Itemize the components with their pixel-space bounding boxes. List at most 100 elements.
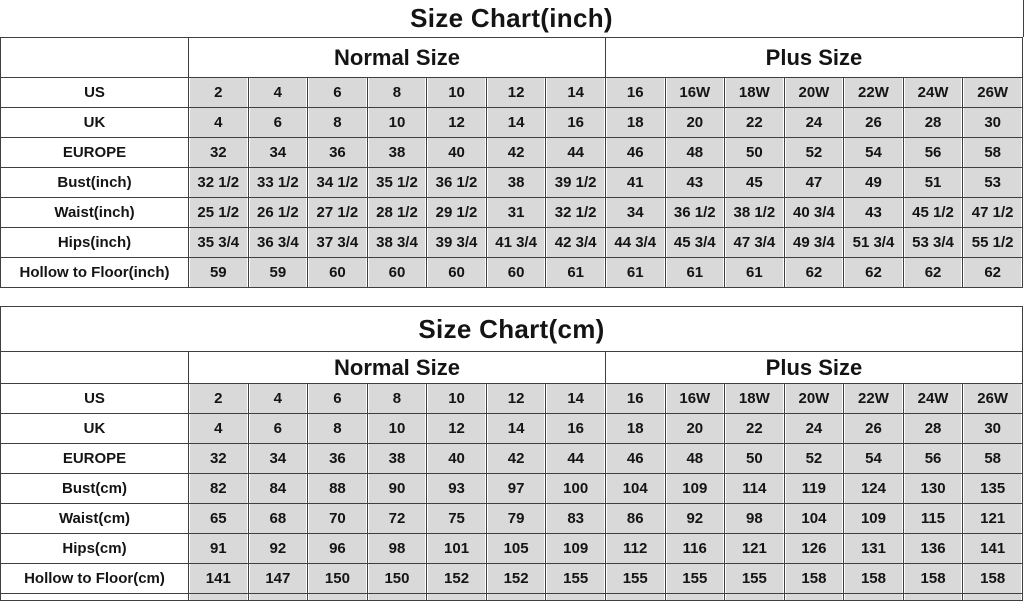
size-cell: 60 — [485, 257, 547, 288]
size-cell: 45 — [724, 167, 785, 198]
size-cell: 61 — [664, 257, 726, 288]
size-cell: 4 — [247, 383, 309, 414]
size-cell: 30 — [962, 107, 1023, 138]
size-cell: 28 — [902, 107, 964, 138]
size-cell: 56 — [902, 443, 964, 474]
size-cell: 70 — [307, 503, 368, 534]
size-cell: 4 — [188, 413, 249, 444]
size-cell: 130 — [902, 473, 964, 504]
table-row: UK 4 6 8 10 12 14 16 18 20 22 24 26 28 30 — [0, 107, 1023, 138]
size-cell: 14 — [485, 107, 547, 138]
cutoff-cell — [783, 593, 845, 601]
size-cell: 49 — [843, 167, 904, 198]
size-cell: 16W — [664, 383, 726, 414]
size-cell: 60 — [366, 257, 428, 288]
size-cell: 126 — [783, 533, 845, 564]
size-cell: 51 3/4 — [843, 227, 904, 258]
table-row: UK 4 6 8 10 12 14 16 18 20 22 24 26 28 30 — [0, 413, 1023, 444]
size-cell: 10 — [426, 383, 487, 414]
size-cell: 26W — [962, 383, 1023, 414]
size-cell: 28 1/2 — [366, 197, 428, 228]
size-cell: 2 — [188, 77, 249, 108]
group-header-normal-size: Normal Size — [188, 37, 606, 78]
row-label: Bust(inch) — [0, 167, 189, 198]
size-cell: 44 — [545, 137, 606, 168]
size-cell: 54 — [843, 443, 904, 474]
cutoff-row-label — [0, 593, 189, 601]
size-cell: 6 — [247, 107, 309, 138]
size-cell: 62 — [902, 257, 964, 288]
cutoff-cell — [188, 593, 249, 601]
size-cell: 6 — [307, 77, 368, 108]
size-cell: 16W — [664, 77, 726, 108]
size-cell: 41 — [604, 167, 666, 198]
size-cell: 38 — [366, 137, 428, 168]
cutoff-cell — [247, 593, 309, 601]
size-cell: 50 — [724, 443, 785, 474]
size-cell: 14 — [545, 77, 606, 108]
size-cell: 29 1/2 — [426, 197, 487, 228]
size-cell: 2 — [188, 383, 249, 414]
size-cell: 38 3/4 — [366, 227, 428, 258]
size-cell: 47 — [783, 167, 845, 198]
size-cell: 60 — [426, 257, 487, 288]
table-row: Hips(inch) 35 3/4 36 3/4 37 3/4 38 3/4 39 3/4… — [0, 227, 1023, 258]
size-cell: 20W — [783, 383, 845, 414]
size-cell: 47 3/4 — [724, 227, 785, 258]
size-cell: 135 — [962, 473, 1023, 504]
row-label: UK — [0, 413, 189, 444]
size-cell: 104 — [604, 473, 666, 504]
size-cell: 155 — [604, 563, 666, 594]
size-cell: 16 — [604, 383, 666, 414]
size-cell: 38 1/2 — [724, 197, 785, 228]
size-chart-inch-section: Size Chart(inch) Normal Size Plus Size US 2 4… — [0, 0, 1024, 288]
size-cell: 93 — [426, 473, 487, 504]
size-cell: 44 — [545, 443, 606, 474]
size-cell: 16 — [545, 413, 606, 444]
size-cell: 48 — [664, 137, 726, 168]
size-cell: 68 — [247, 503, 309, 534]
size-cell: 141 — [962, 533, 1023, 564]
size-cell: 98 — [724, 503, 785, 534]
size-cell: 32 1/2 — [188, 167, 249, 198]
cutoff-cell — [962, 593, 1023, 601]
size-cell: 83 — [545, 503, 606, 534]
size-cell: 79 — [485, 503, 547, 534]
size-cell: 38 — [366, 443, 428, 474]
size-cell: 35 3/4 — [188, 227, 249, 258]
size-cell: 96 — [307, 533, 368, 564]
size-cell: 50 — [724, 137, 785, 168]
size-cell: 60 — [307, 257, 368, 288]
size-cell: 20 — [664, 413, 726, 444]
size-cell: 40 3/4 — [783, 197, 845, 228]
corner-cell — [0, 351, 189, 384]
size-cell: 131 — [843, 533, 904, 564]
table-row: Waist(inch) 25 1/2 26 1/2 27 1/2 28 1/2 29 1/… — [0, 197, 1023, 228]
size-cell: 12 — [426, 107, 487, 138]
size-cell: 8 — [307, 107, 368, 138]
size-cell: 58 — [962, 443, 1023, 474]
size-cell: 10 — [426, 77, 487, 108]
cutoff-cell — [426, 593, 487, 601]
size-cell: 46 — [604, 443, 666, 474]
size-cell: 61 — [604, 257, 666, 288]
size-cell: 32 1/2 — [545, 197, 606, 228]
cutoff-cell — [724, 593, 785, 601]
size-cell: 97 — [485, 473, 547, 504]
size-cell: 27 1/2 — [307, 197, 368, 228]
size-cell: 114 — [724, 473, 785, 504]
size-cell: 158 — [902, 563, 964, 594]
size-cell: 104 — [783, 503, 845, 534]
size-cell: 155 — [664, 563, 726, 594]
size-cell: 115 — [902, 503, 964, 534]
size-cell: 90 — [366, 473, 428, 504]
size-cell: 34 — [247, 137, 309, 168]
row-label: Bust(cm) — [0, 473, 189, 504]
size-cell: 14 — [545, 383, 606, 414]
cutoff-cell — [485, 593, 547, 601]
size-cell: 26 — [843, 107, 904, 138]
cutoff-cell — [307, 593, 368, 601]
size-cell: 91 — [188, 533, 249, 564]
size-cell: 72 — [366, 503, 428, 534]
row-label: US — [0, 383, 189, 414]
